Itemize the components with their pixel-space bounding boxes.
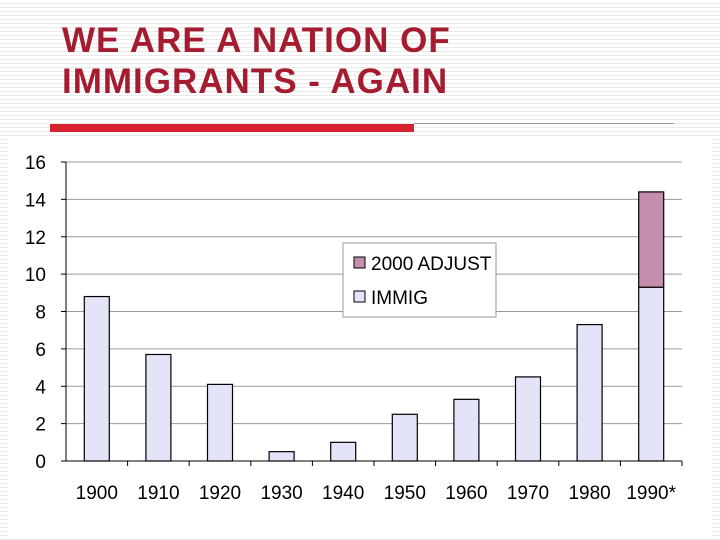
bar-immig-1980	[576, 323, 603, 462]
y-tick-label: 0	[35, 452, 46, 473]
legend-label-adjust: 2000 ADJUST	[371, 254, 492, 275]
legend-swatch-adjust	[353, 256, 366, 269]
bar-adjust-1990	[638, 191, 665, 288]
x-tick-label: 1920	[199, 483, 241, 504]
bar-immig-1960	[453, 398, 480, 462]
y-tick-label: 10	[25, 265, 46, 286]
legend-swatch-immig	[353, 290, 366, 303]
bar-immig-1930	[268, 451, 295, 462]
x-tick-label: 1990*	[626, 483, 676, 504]
y-tick-label: 12	[25, 228, 46, 249]
slide-title-line-2: IMMIGRANTS - AGAIN	[62, 62, 449, 101]
x-tick-label: 1930	[260, 483, 302, 504]
bar-immig-1970	[514, 376, 542, 462]
x-tick-label: 1970	[507, 483, 549, 504]
y-tick-label: 14	[25, 190, 47, 211]
x-tick-label: 1950	[384, 483, 426, 504]
slide-title-line-1: WE ARE A NATION OF	[62, 21, 451, 60]
bar-immig-1940	[330, 441, 357, 462]
title-underline-accent	[50, 124, 414, 132]
bar-immig-1990	[638, 286, 665, 462]
x-tick-label: 1910	[137, 483, 179, 504]
legend-box	[342, 242, 497, 318]
x-tick-label: 1960	[445, 483, 487, 504]
slide-title: WE ARE A NATION OF IMMIGRANTS - AGAIN	[62, 20, 451, 102]
x-tick-label: 1980	[568, 483, 610, 504]
y-tick-label: 8	[35, 303, 46, 324]
bar-immig-1950	[391, 413, 418, 462]
y-tick-label: 2	[35, 415, 46, 436]
y-tick-label: 16	[25, 153, 46, 174]
y-tick-label: 4	[35, 377, 46, 398]
bar-immig-1910	[145, 353, 172, 462]
title-underline-rule	[414, 123, 674, 124]
y-tick-label: 6	[35, 340, 46, 361]
bar-immig-1920	[206, 383, 234, 462]
bar-immig-1900	[83, 295, 110, 462]
x-tick-label: 1940	[322, 483, 364, 504]
x-tick-label: 1900	[76, 483, 118, 504]
legend-label-immig: IMMIG	[371, 288, 428, 309]
